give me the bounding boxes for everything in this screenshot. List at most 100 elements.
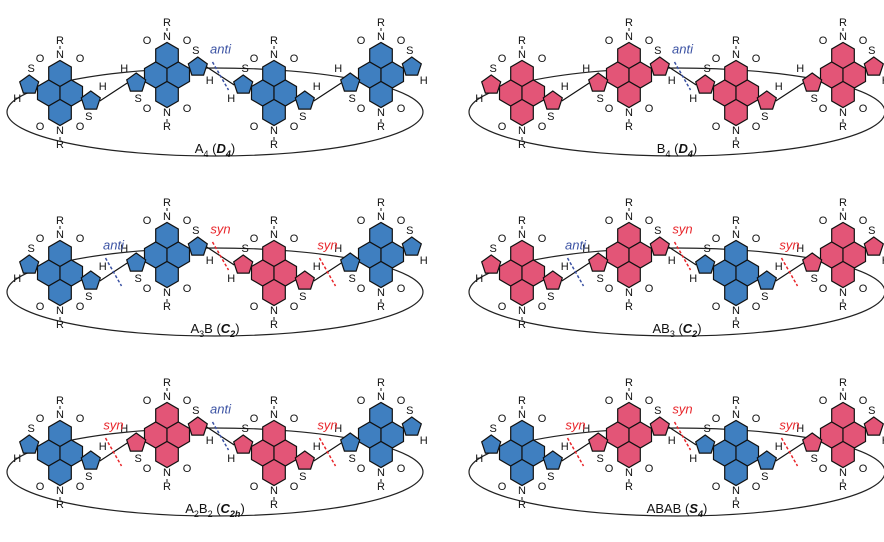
atom-label: R xyxy=(518,499,526,511)
atom-label: O xyxy=(819,103,828,115)
caption: A2B2 (C2h) xyxy=(185,501,245,519)
atom-label: S xyxy=(406,225,413,237)
atom-label: S xyxy=(654,405,661,417)
atom-label: S xyxy=(192,45,199,57)
atom-label: H xyxy=(668,75,676,87)
atom-label: H xyxy=(796,63,804,75)
interaction-arrow xyxy=(675,422,691,450)
caption-part: A xyxy=(185,501,194,516)
atom-label: O xyxy=(183,215,192,227)
thiophene xyxy=(543,271,562,289)
atom-label: N xyxy=(270,125,278,137)
atom-label: O xyxy=(712,413,721,425)
atom-label: S xyxy=(547,111,554,123)
atom-label: R xyxy=(732,319,740,331)
atom-label: O xyxy=(76,233,85,245)
atom-label: R xyxy=(270,35,278,47)
atom-label: H xyxy=(668,255,676,267)
atom-label: N xyxy=(56,49,64,61)
caption: A4 (D4) xyxy=(195,141,235,159)
thiophene xyxy=(650,57,669,75)
atom-label: N xyxy=(839,107,847,119)
thiophene xyxy=(803,73,822,91)
atom-label: O xyxy=(76,53,85,65)
atom-label: R xyxy=(163,197,171,209)
conformation-label: syn xyxy=(779,417,799,432)
conformation-label: anti xyxy=(103,237,125,252)
atom-label: O xyxy=(357,35,366,47)
atom-label: S xyxy=(242,423,249,435)
atom-label: O xyxy=(712,53,721,65)
atom-label: H xyxy=(668,435,676,447)
atom-label: N xyxy=(839,31,847,43)
atom-label: R xyxy=(518,395,526,407)
atom-label: O xyxy=(859,283,868,295)
thiophene xyxy=(696,255,715,273)
thiophene xyxy=(341,73,360,91)
atom-label: O xyxy=(290,413,299,425)
atom-label: O xyxy=(143,103,152,115)
atom-label: S xyxy=(490,63,497,75)
atom-label: N xyxy=(56,409,64,421)
atom-label: O xyxy=(645,215,654,227)
interaction-arrow xyxy=(213,62,229,90)
atom-label: O xyxy=(645,35,654,47)
interaction-arrow xyxy=(320,438,336,466)
atom-label: O xyxy=(752,413,761,425)
atom-label: O xyxy=(250,481,259,493)
atom-label: R xyxy=(732,395,740,407)
ring xyxy=(832,442,855,468)
atom-label: R xyxy=(163,17,171,29)
atom-label: R xyxy=(625,121,633,133)
ring xyxy=(370,82,393,108)
atom-label: H xyxy=(334,63,342,75)
atom-label: N xyxy=(518,49,526,61)
atom-label: O xyxy=(645,283,654,295)
atom-label: O xyxy=(290,233,299,245)
atom-label: O xyxy=(645,463,654,475)
atom-label: S xyxy=(597,93,604,105)
atom-label: O xyxy=(859,215,868,227)
conformation-label: syn xyxy=(317,417,337,432)
atom-label: N xyxy=(518,125,526,137)
diagram: OONROONRSSHHOONROONRSSHHOONROONRSSHHOONR… xyxy=(0,0,884,542)
atom-label: R xyxy=(518,319,526,331)
conformation-label: anti xyxy=(565,237,587,252)
thiophene xyxy=(341,433,360,451)
conformation-label: syn xyxy=(317,237,337,252)
thiophene xyxy=(20,435,39,453)
thiophene xyxy=(650,237,669,255)
thiophene xyxy=(803,253,822,271)
atom-label: O xyxy=(250,301,259,313)
atom-label: O xyxy=(143,283,152,295)
caption-part: ) xyxy=(703,501,707,516)
atom-label: O xyxy=(357,103,366,115)
atom-label: R xyxy=(377,301,385,313)
atom-label: H xyxy=(99,441,107,453)
atom-label: N xyxy=(732,49,740,61)
caption-part: B xyxy=(657,141,666,156)
atom-label: S xyxy=(85,291,92,303)
thiophene xyxy=(696,435,715,453)
caption-part: ) xyxy=(240,501,244,516)
atom-label: R xyxy=(270,395,278,407)
atom-label: H xyxy=(120,63,128,75)
atom-label: O xyxy=(752,121,761,133)
ring xyxy=(263,460,286,486)
atom-label: N xyxy=(625,391,633,403)
atom-label: O xyxy=(36,233,45,245)
caption-part: S xyxy=(689,501,698,516)
thiophene xyxy=(20,75,39,93)
atom-label: H xyxy=(313,81,321,93)
atom-label: S xyxy=(704,423,711,435)
atom-label: N xyxy=(56,305,64,317)
thiophene xyxy=(20,255,39,273)
thiophene xyxy=(757,271,776,289)
atom-label: N xyxy=(270,409,278,421)
atom-label: H xyxy=(420,255,428,267)
atom-label: O xyxy=(859,103,868,115)
ring xyxy=(725,460,748,486)
atom-label: R xyxy=(56,499,64,511)
atom-label: O xyxy=(290,53,299,65)
thiophene xyxy=(341,253,360,271)
